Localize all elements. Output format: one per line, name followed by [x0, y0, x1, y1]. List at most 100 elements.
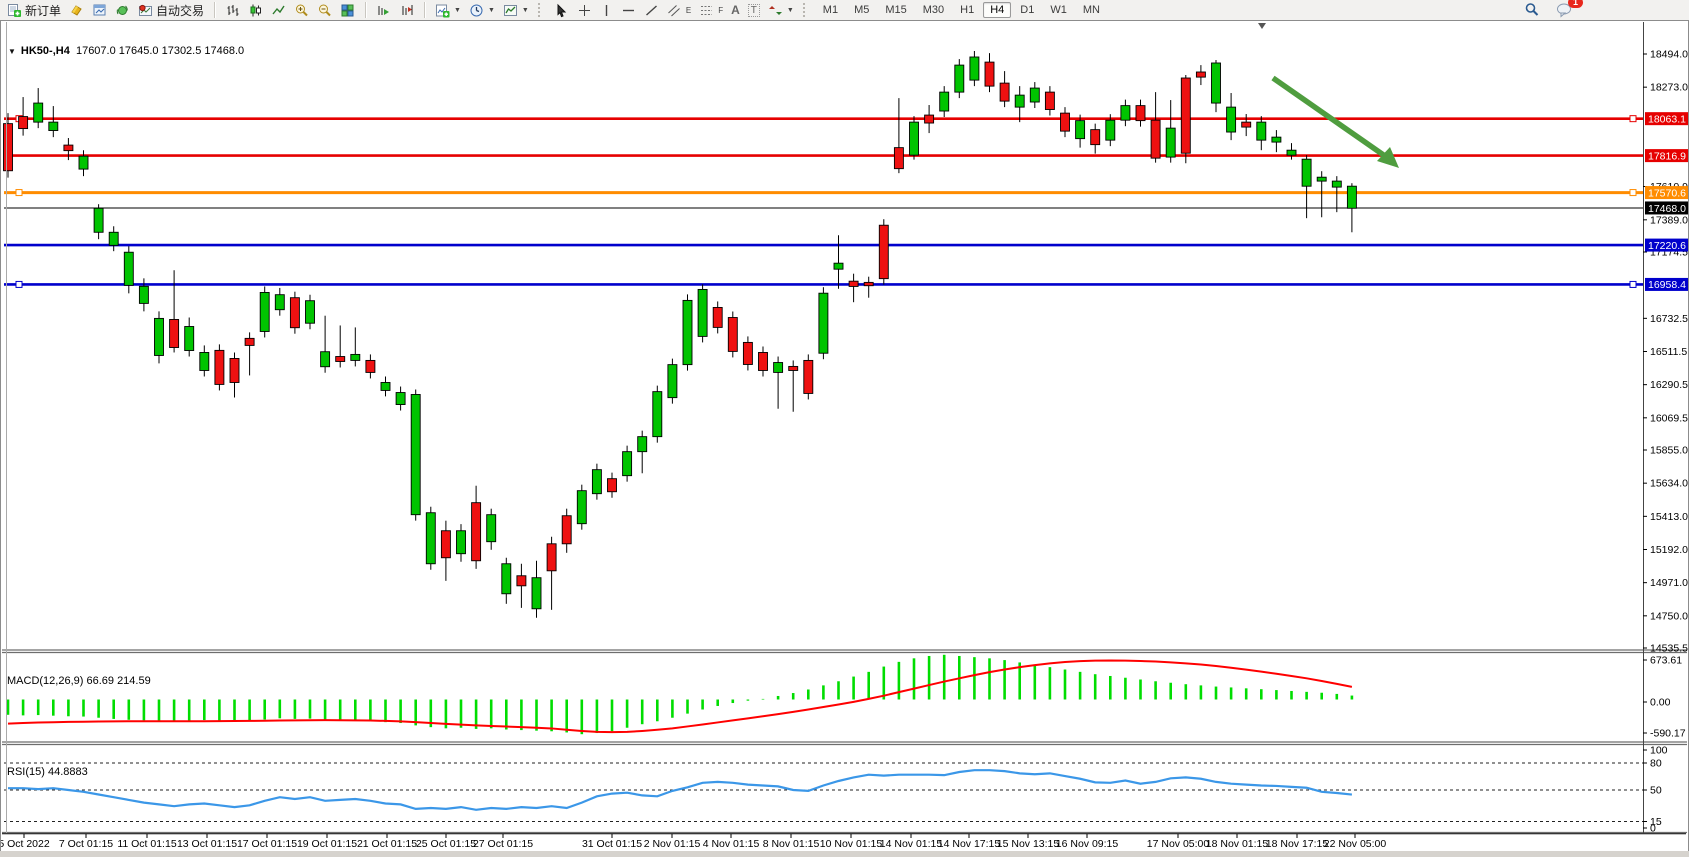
- price-badge: [1645, 186, 1688, 200]
- candle-body: [1301, 158, 1312, 187]
- line-anchor-handle[interactable]: [1629, 280, 1637, 288]
- vertical-line-icon: [600, 3, 613, 18]
- chart-window[interactable]: ▼ HK50-,H4 17607.0 17645.0 17302.5 17468.…: [0, 20, 1689, 851]
- cursor-button[interactable]: [550, 1, 573, 20]
- candle-body: [1180, 77, 1191, 154]
- toolbar-drag-handle[interactable]: [537, 3, 545, 17]
- price-badge-value: 16958.4: [1648, 279, 1686, 291]
- bar-chart-icon: [225, 3, 240, 18]
- period-button-m5[interactable]: M5: [854, 4, 870, 16]
- crosshair-button[interactable]: [573, 1, 596, 20]
- candle-body: [1029, 87, 1040, 103]
- channel-button[interactable]: E: [663, 1, 695, 20]
- price-tick-label: 16290.5: [1650, 379, 1688, 391]
- fibonacci-icon: [699, 3, 714, 18]
- candle-body: [138, 285, 149, 304]
- candle-body: [123, 251, 134, 286]
- zoom-in-button[interactable]: [290, 1, 313, 20]
- candle-body: [1331, 180, 1342, 188]
- candle-body: [1120, 105, 1131, 121]
- toolbar-separator: [214, 2, 216, 18]
- add-indicator-button[interactable]: ▼: [431, 1, 465, 20]
- candle-body: [33, 102, 44, 123]
- time-tick-label: 16 Nov 09:15: [1056, 838, 1119, 850]
- price-badge: [1645, 238, 1688, 252]
- periods-button[interactable]: ▼: [465, 1, 499, 20]
- period-button-d1[interactable]: D1: [1020, 4, 1035, 16]
- chart-shift-marker[interactable]: [1258, 23, 1266, 29]
- channel-letter: E: [685, 5, 692, 15]
- candlestick-button[interactable]: [244, 1, 267, 20]
- signal-button[interactable]: [111, 1, 134, 20]
- fibonacci-letter: F: [718, 5, 724, 15]
- period-button-h1[interactable]: H1: [960, 4, 975, 16]
- price-tick-label: 18273.0: [1650, 82, 1688, 94]
- rsi-tick-label: 80: [1650, 758, 1662, 770]
- candle-body: [878, 224, 889, 280]
- collapse-triangle-icon[interactable]: ▼: [8, 47, 16, 56]
- tile-windows-button[interactable]: [336, 1, 359, 20]
- periods-icon: [469, 3, 484, 18]
- candle-body: [833, 262, 844, 270]
- period-button-mn[interactable]: MN: [1082, 4, 1100, 16]
- candle-body: [289, 297, 300, 329]
- line-anchor-handle[interactable]: [1629, 115, 1637, 123]
- line-anchor-handle[interactable]: [15, 280, 23, 288]
- trend-arrow-head[interactable]: [1377, 147, 1399, 168]
- crosshair-icon: [577, 3, 592, 18]
- candle-body: [1150, 119, 1161, 159]
- price-tick-label: 17389.0: [1650, 214, 1688, 226]
- new-order-icon: [7, 3, 22, 18]
- trendline-button[interactable]: [640, 1, 663, 20]
- chat-button[interactable]: 1: [1552, 0, 1583, 20]
- template-button[interactable]: ▼: [499, 1, 533, 20]
- period-button-w1[interactable]: W1: [1050, 4, 1067, 16]
- candle-body: [909, 121, 919, 156]
- toolbar-separator: [424, 2, 426, 18]
- chart-shift-icon: [399, 3, 414, 18]
- trend-arrow[interactable]: [1271, 75, 1387, 159]
- toolbar-drag-handle[interactable]: [802, 3, 810, 17]
- period-button-m30[interactable]: M30: [922, 4, 945, 16]
- candle-body: [742, 341, 753, 365]
- text-button[interactable]: A: [727, 1, 744, 19]
- macd-tick-label: -590.17: [1650, 728, 1686, 740]
- search-button[interactable]: [1520, 0, 1544, 20]
- time-tick-label: 18 Nov 17:15: [1266, 838, 1329, 850]
- vertical-line-button[interactable]: [596, 1, 617, 20]
- candle-body: [1256, 121, 1267, 141]
- autotrading-button[interactable]: 自动交易: [134, 0, 208, 21]
- channel-icon: [667, 3, 682, 18]
- candle-body: [108, 231, 119, 246]
- window-bottom-edge: [0, 851, 1689, 857]
- market-button[interactable]: [65, 1, 88, 20]
- text-label-button[interactable]: T: [744, 2, 764, 19]
- period-button-h4[interactable]: H4: [983, 2, 1012, 18]
- chart-window-button[interactable]: [88, 1, 111, 20]
- line-anchor-handle[interactable]: [15, 189, 23, 197]
- chart-shift-button[interactable]: [395, 1, 418, 20]
- zoom-out-button[interactable]: [313, 1, 336, 20]
- auto-scroll-button[interactable]: [372, 1, 395, 20]
- fibonacci-button[interactable]: F: [695, 1, 727, 20]
- arrows-button[interactable]: ▼: [764, 1, 798, 20]
- candle-body: [607, 478, 617, 493]
- candle-body: [622, 451, 633, 477]
- candle-body: [863, 281, 874, 287]
- line-chart-button[interactable]: [267, 1, 290, 20]
- period-button-m1[interactable]: M1: [822, 4, 839, 16]
- new-order-button[interactable]: 新订单: [3, 0, 65, 21]
- arrows-icon: [768, 3, 783, 18]
- horizontal-line-button[interactable]: [617, 1, 640, 20]
- time-tick-label: 7 Oct 01:15: [59, 838, 113, 850]
- rsi-indicator-label: RSI(15) 44.8883: [7, 766, 88, 778]
- bar-chart-button[interactable]: [221, 1, 244, 20]
- price-tick-label: 14750.0: [1650, 610, 1688, 622]
- time-tick-label: 17 Nov 05:00: [1147, 838, 1210, 850]
- candle-body: [1060, 112, 1070, 132]
- period-button-m15[interactable]: M15: [885, 4, 907, 16]
- tile-windows-icon: [340, 3, 355, 18]
- cursor-icon: [554, 3, 569, 18]
- line-anchor-handle[interactable]: [1629, 189, 1637, 197]
